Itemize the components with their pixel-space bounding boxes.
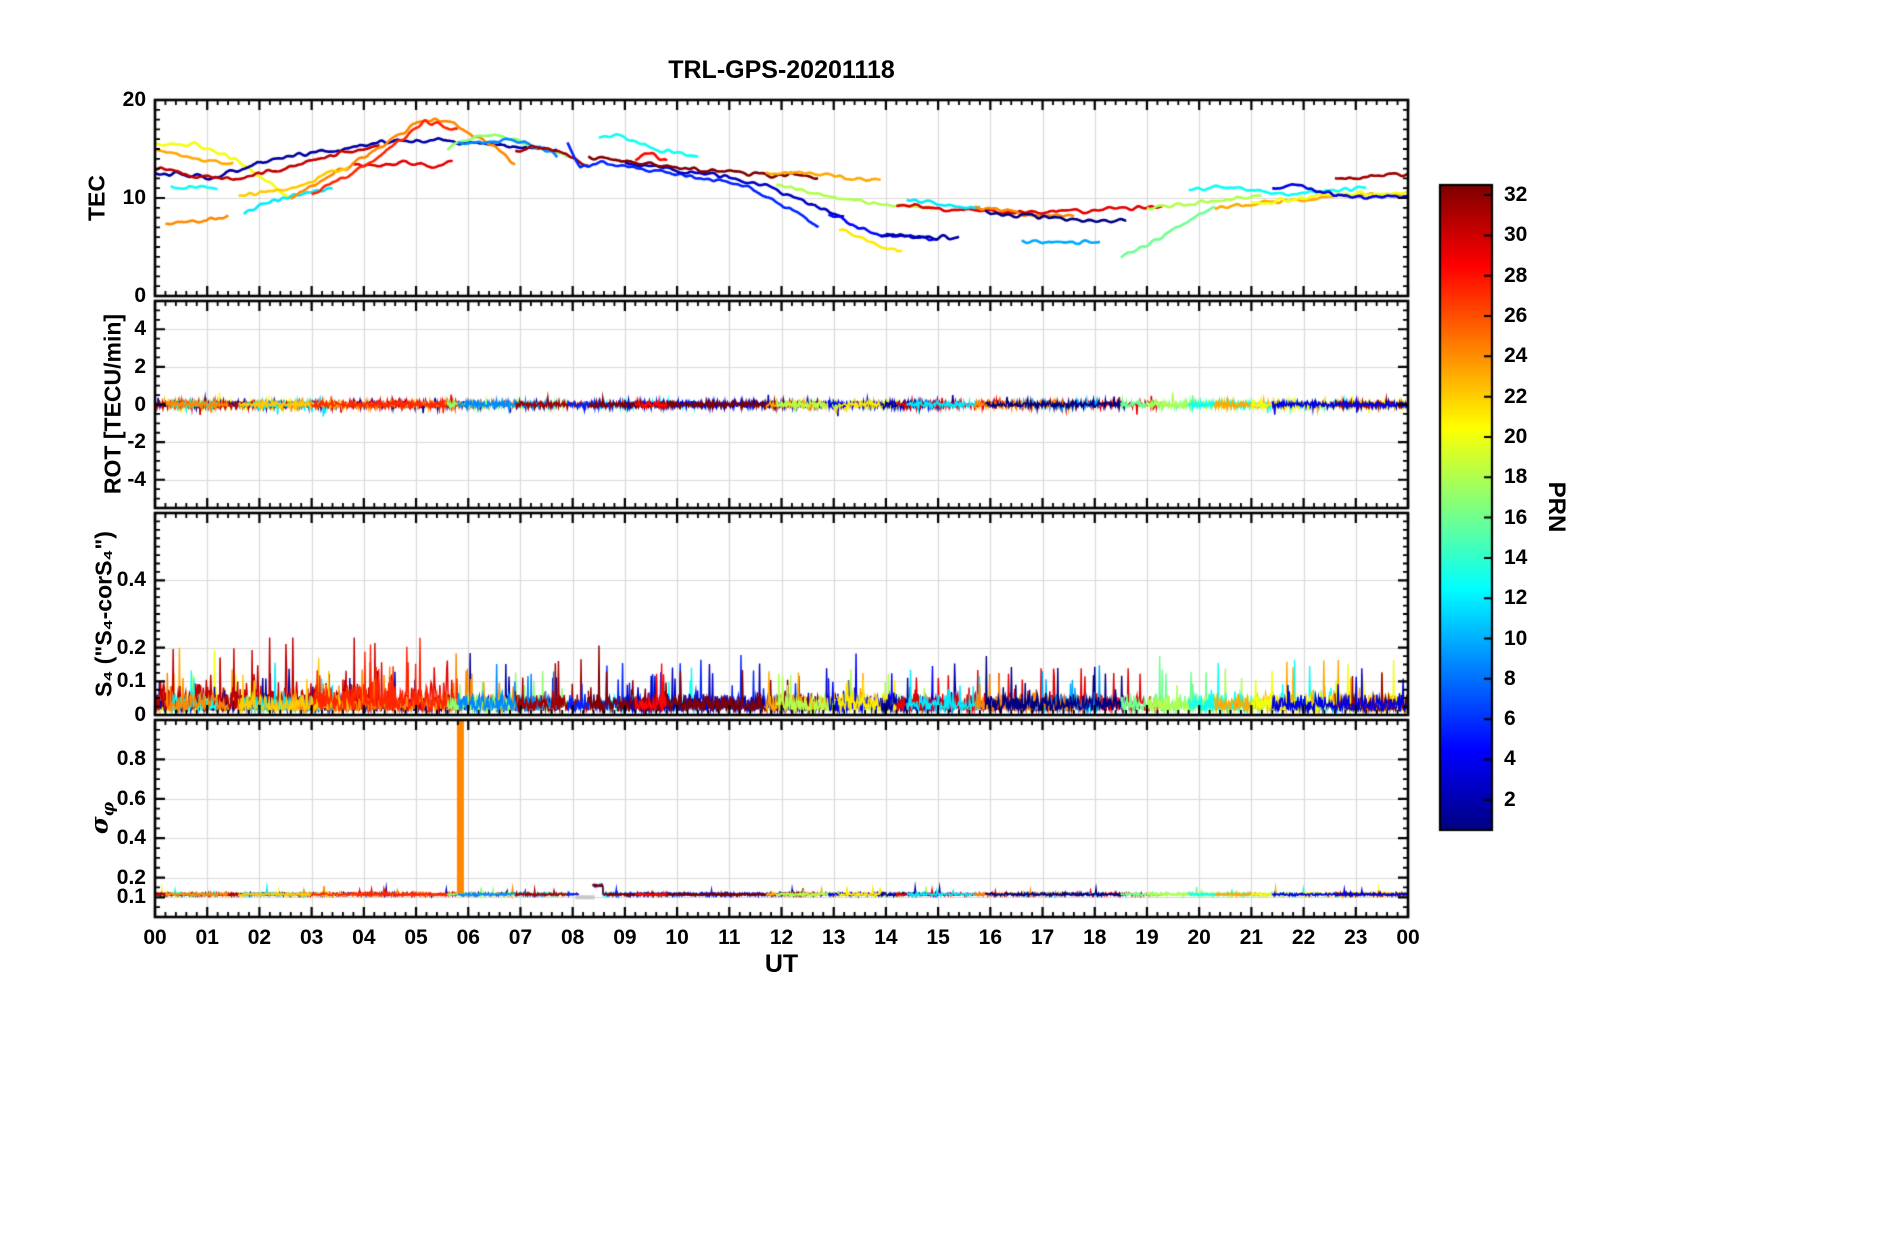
colorbar-tick-label: 20 <box>1504 424 1528 448</box>
y-tick-label: 0.2 <box>116 865 146 889</box>
x-tick-label: 05 <box>404 926 428 949</box>
x-tick-label: 15 <box>926 926 950 949</box>
y-tick-label: 0 <box>134 284 146 307</box>
x-tick-label: 23 <box>1344 926 1368 949</box>
x-tick-label: 19 <box>1135 926 1159 949</box>
colorbar-tick-label: 32 <box>1504 183 1528 207</box>
x-tick-label: 20 <box>1187 926 1211 949</box>
x-tick-label: 00 <box>1396 926 1420 949</box>
y-tick-label: 0.2 <box>116 635 146 659</box>
colorbar-tick-label: 16 <box>1504 505 1528 529</box>
colorbar-tick-label: 30 <box>1504 223 1528 247</box>
x-tick-label: 06 <box>456 926 480 949</box>
y-tick-label: 0.4 <box>116 568 146 592</box>
x-tick-label: 10 <box>665 926 689 949</box>
x-tick-label: 04 <box>352 926 376 949</box>
x-tick-label: 21 <box>1239 926 1264 949</box>
x-tick-label: 17 <box>1030 926 1055 949</box>
y-tick-label: -4 <box>127 467 146 491</box>
x-tick-label: 22 <box>1291 926 1316 949</box>
y-tick-label: 4 <box>134 317 146 341</box>
ylabel-rot: ROT [TECU/min] <box>99 313 126 495</box>
y-tick-label: 0.8 <box>116 747 146 771</box>
ylabel-tec: TEC <box>83 175 110 221</box>
colorbar-tick-label: 26 <box>1504 304 1528 328</box>
colorbar-tick-label: 8 <box>1504 666 1516 690</box>
y-tick-label: 0.1 <box>116 885 146 909</box>
x-tick-label: 18 <box>1083 926 1107 949</box>
colorbar-tick-label: 14 <box>1504 545 1528 569</box>
y-tick-label: 0.4 <box>116 826 146 850</box>
y-tick-label: 0 <box>134 703 146 726</box>
colorbar-tick-label: 4 <box>1504 747 1516 771</box>
y-tick-label: 0 <box>134 392 146 416</box>
colorbar-tick-label: 6 <box>1504 707 1516 731</box>
colorbar-label: PRN <box>1543 481 1570 533</box>
sigma-symbol: σ <box>84 816 114 835</box>
phi-subscript: φ <box>98 801 118 817</box>
x-tick-label: 07 <box>508 926 533 949</box>
colorbar-tick-label: 24 <box>1504 344 1528 368</box>
y-tick-label: 0.1 <box>116 669 146 693</box>
y-tick-label: 2 <box>134 354 146 378</box>
colorbar-tick-label: 12 <box>1504 586 1528 610</box>
colorbar-tick-label: 10 <box>1504 626 1528 650</box>
x-tick-label: 03 <box>299 926 324 949</box>
chart-title: TRL-GPS-20201118 <box>668 56 895 84</box>
x-tick-label: 00 <box>143 926 167 949</box>
x-tick-label: 08 <box>560 926 585 949</box>
ylabel-s4: S₄ ("S₄-corS₄") <box>90 531 117 697</box>
y-tick-label: -2 <box>127 430 146 454</box>
colorbar-tick-label: 18 <box>1504 465 1528 489</box>
x-tick-label: 16 <box>978 926 1003 949</box>
colorbar-tick-label: 28 <box>1504 263 1528 287</box>
x-tick-label: 13 <box>822 926 846 949</box>
x-tick-label: 12 <box>769 926 794 949</box>
colorbar-tick-label: 22 <box>1504 384 1528 408</box>
ylabel-sigma-phi: σφ <box>85 802 118 834</box>
x-tick-label: 14 <box>874 926 898 949</box>
y-tick-label: 20 <box>122 88 146 111</box>
x-tick-label: 01 <box>195 926 219 949</box>
colorbar-tick-label: 2 <box>1504 787 1516 811</box>
x-tick-label: 11 <box>718 926 741 949</box>
x-tick-label: 09 <box>613 926 637 949</box>
y-tick-label: 10 <box>122 186 146 209</box>
y-tick-label: 0.6 <box>116 786 146 810</box>
x-tick-label: 02 <box>247 926 272 949</box>
xlabel-ut: UT <box>764 950 799 978</box>
